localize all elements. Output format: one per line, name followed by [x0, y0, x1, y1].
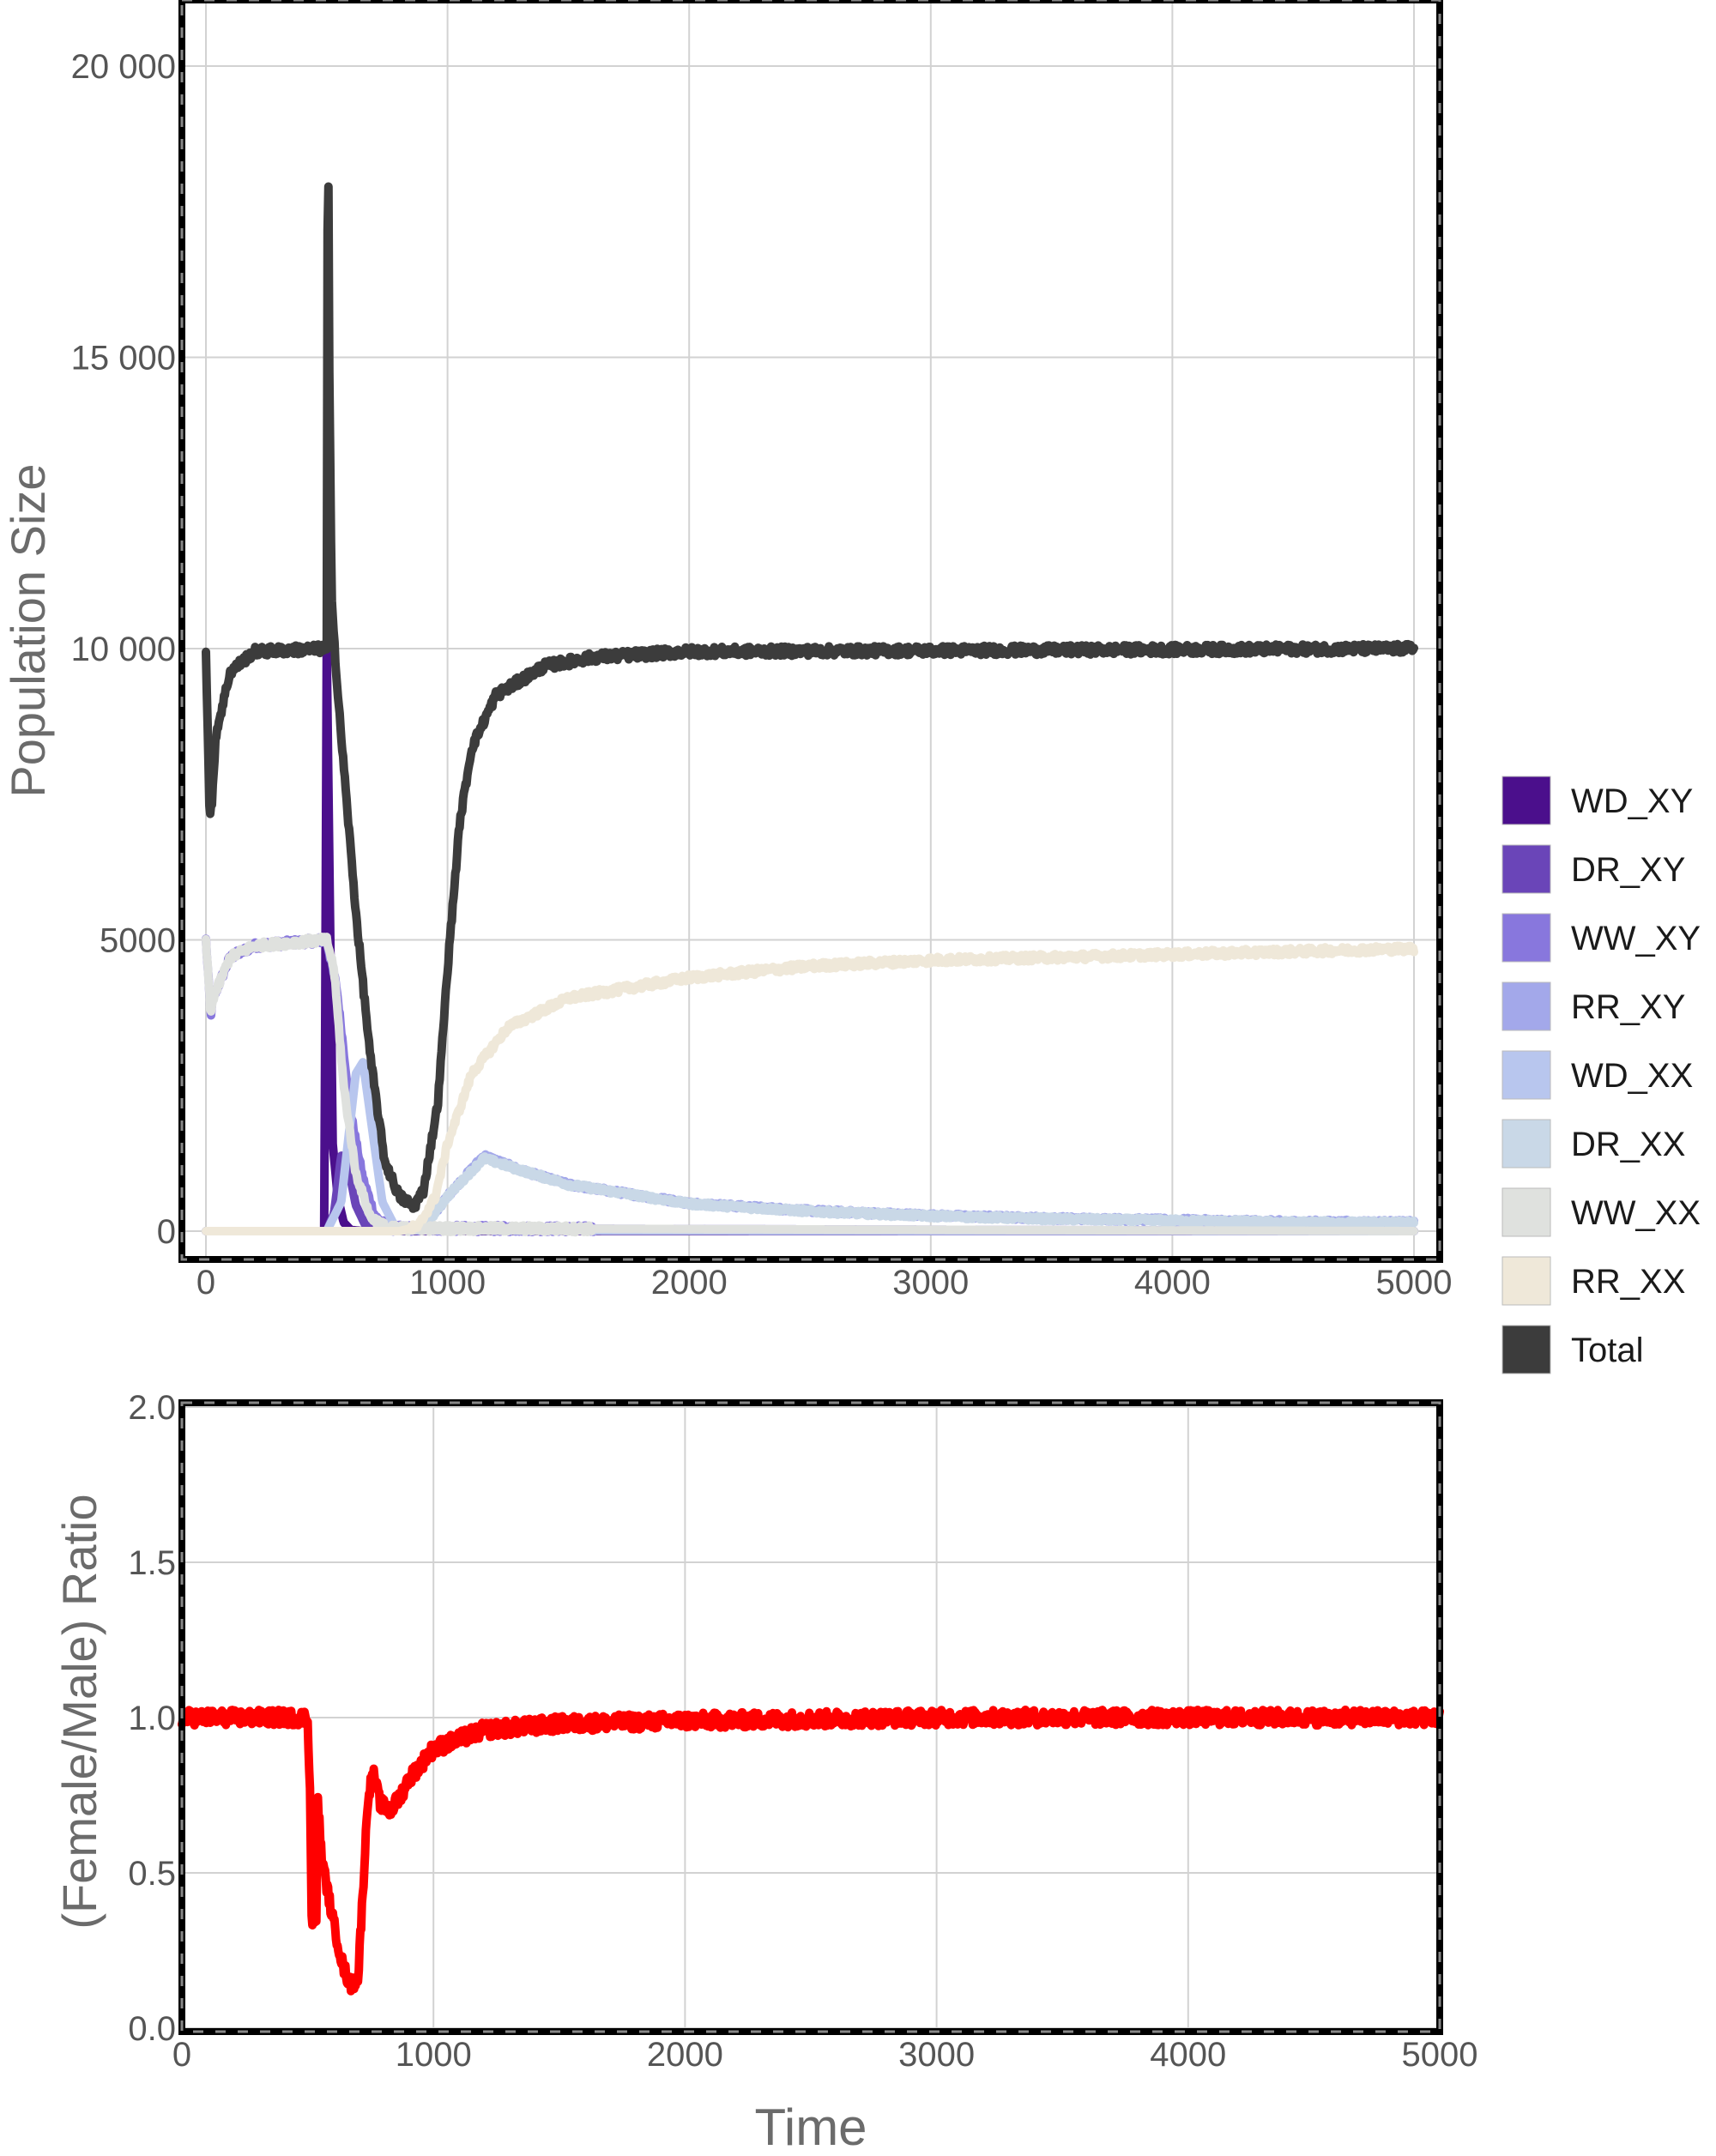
x-tick-label: 0 — [172, 2036, 191, 2074]
x-tick-label: 0 — [196, 1264, 215, 1301]
x-tick-label: 5000 — [1376, 1264, 1453, 1301]
legend-label-rr-xy: RR_XY — [1571, 988, 1685, 1026]
legend-swatch-total — [1502, 1325, 1551, 1374]
legend-label-dr-xy: DR_XY — [1571, 851, 1685, 889]
ratio-series — [178, 1706, 1444, 1996]
legend-label-total: Total — [1571, 1332, 1644, 1369]
legend-swatch-ww-xx — [1502, 1187, 1551, 1237]
ratio-y-axis-title: (Female/Male) Ratio — [52, 1494, 106, 1929]
legend-label-ww-xx: WW_XX — [1571, 1194, 1701, 1232]
legend: WD_XY DR_XY WW_XY RR_XY WD_XX DR_XX WW_XX RR_XX… — [1502, 776, 1701, 1374]
ratio-frame — [178, 1399, 1443, 2035]
series-line-ratio — [178, 1706, 1444, 1996]
legend-swatch-ww-xy — [1502, 913, 1551, 963]
legend-swatch-rr-xy — [1502, 981, 1551, 1031]
y-tick-label: 20 000 — [71, 48, 176, 86]
population-frame — [178, 0, 1443, 1263]
legend-label-wd-xx: WD_XX — [1571, 1057, 1693, 1095]
legend-swatch-wd-xx — [1502, 1050, 1551, 1100]
y-tick-label: 10 000 — [71, 631, 176, 668]
x-tick-label: 4000 — [1150, 2036, 1226, 2074]
legend-label-rr-xx: RR_XX — [1571, 1263, 1685, 1301]
x-tick-label: 5000 — [1402, 2036, 1478, 2074]
y-tick-label: 15 000 — [71, 340, 176, 377]
legend-swatch-rr-xx — [1502, 1256, 1551, 1306]
y-tick-label: 0 — [157, 1213, 176, 1251]
y-tick-label: 0.0 — [128, 2010, 176, 2048]
x-tick-label: 2000 — [651, 1264, 728, 1301]
x-tick-label: 3000 — [898, 2036, 975, 2074]
population-series — [202, 182, 1418, 1237]
legend-label-wd-xy: WD_XY — [1571, 782, 1693, 820]
y-tick-label: 0.5 — [128, 1855, 176, 1893]
population-tick-labels: 0 1000 2000 3000 4000 5000 0 5000 10 000 15 000 20… — [71, 48, 1453, 1301]
population-y-axis-title: Population Size — [1, 463, 55, 797]
ratio-x-axis-title: Time — [754, 2099, 867, 2156]
y-tick-label: 1.5 — [128, 1544, 176, 1582]
series-line-rr-xx — [202, 941, 1418, 1235]
legend-label-ww-xy: WW_XY — [1571, 920, 1701, 957]
population-chart: 0 1000 2000 3000 4000 5000 0 5000 10 000 15 000 20… — [1, 0, 1452, 1301]
plot-frame-dashes — [180, 1401, 1441, 2033]
x-tick-label: 4000 — [1134, 1264, 1211, 1301]
x-tick-label: 1000 — [409, 1264, 486, 1301]
y-tick-label: 2.0 — [128, 1389, 176, 1427]
plot-frame-dashes — [180, 0, 1441, 1261]
series-line-total — [202, 182, 1418, 1213]
legend-swatch-wd-xy — [1502, 776, 1551, 825]
legend-swatch-dr-xy — [1502, 844, 1551, 894]
ratio-chart: 0 1000 2000 3000 4000 5000 0.0 0.5 1.0 1.5 2.0 (Fe… — [52, 1389, 1477, 2156]
legend-swatch-dr-xx — [1502, 1119, 1551, 1169]
y-tick-label: 5000 — [100, 922, 176, 960]
x-tick-label: 2000 — [647, 2036, 723, 2074]
ratio-tick-labels: 0 1000 2000 3000 4000 5000 0.0 0.5 1.0 1.5 2.0 — [128, 1389, 1477, 2074]
y-tick-label: 1.0 — [128, 1700, 176, 1737]
legend-label-dr-xx: DR_XX — [1571, 1126, 1685, 1163]
x-tick-label: 3000 — [892, 1264, 969, 1301]
x-tick-label: 1000 — [396, 2036, 472, 2074]
